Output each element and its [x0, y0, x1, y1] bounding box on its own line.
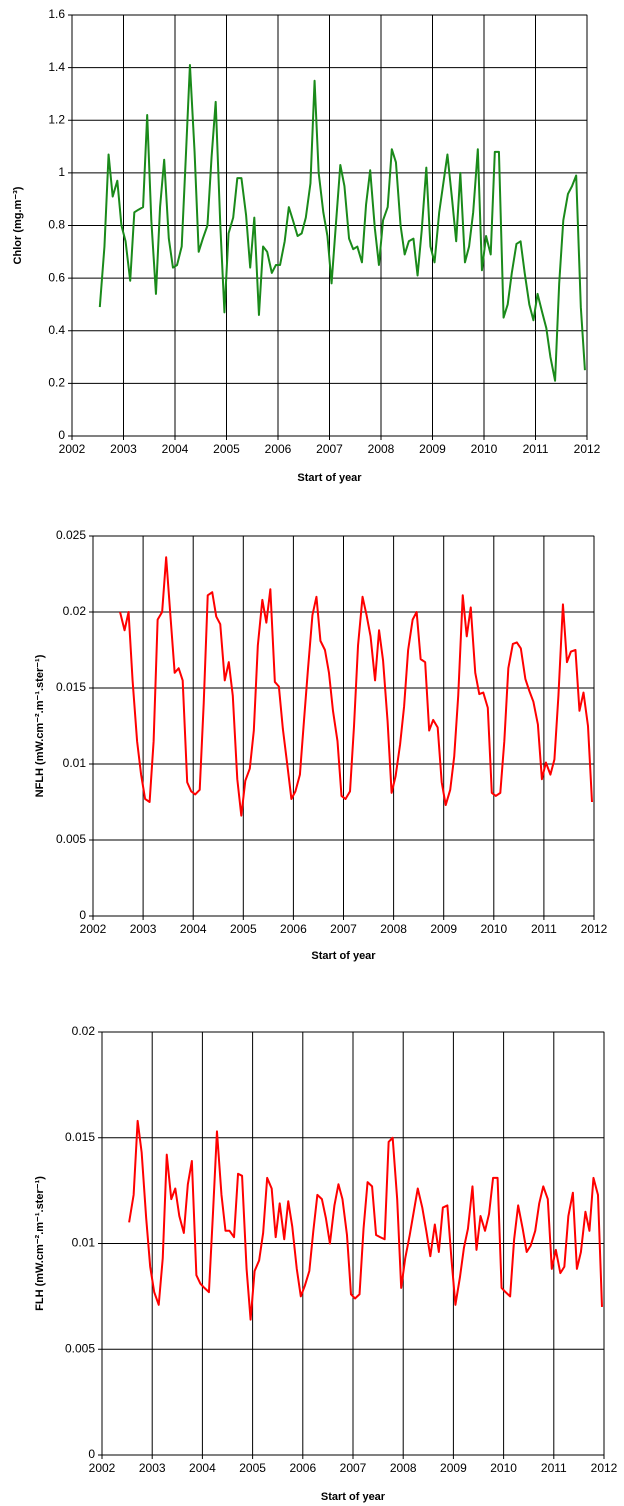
y-tick-label: 0.01 [72, 1236, 96, 1250]
x-tick-label: 2010 [480, 922, 507, 936]
x-tick-label: 2009 [419, 442, 446, 456]
x-tick-label: 2007 [316, 442, 343, 456]
y-tick-label: 0 [58, 428, 65, 442]
y-axis-label: FLH (mW.cm⁻².m⁻¹.ster⁻¹) [34, 1176, 46, 1311]
x-tick-label: 2011 [541, 1461, 567, 1475]
y-tick-label: 0.015 [65, 1130, 95, 1144]
x-tick-label: 2012 [591, 1461, 618, 1475]
x-tick-label: 2009 [430, 922, 457, 936]
x-tick-label: 2004 [162, 442, 189, 456]
y-axis-label: NFLH (mW.cm⁻².m⁻¹.ster⁻¹) [34, 654, 46, 797]
y-tick-label: 1 [58, 165, 65, 179]
y-tick-label: 0.8 [48, 218, 65, 232]
y-tick-label: 0.025 [56, 528, 86, 542]
x-tick-label: 2002 [80, 922, 107, 936]
x-tick-label: 2010 [490, 1461, 517, 1475]
x-tick-label: 2012 [574, 442, 601, 456]
y-tick-label: 0 [79, 908, 86, 922]
chart: 0 0.2 0.4 0.6 0.8 1 1.2 1.4 1.6 2002 2003 2004 2005 2… [12, 7, 601, 484]
x-tick-label: 2009 [440, 1461, 467, 1475]
data-line [128, 1119, 603, 1321]
y-tick-label: 0.2 [48, 376, 65, 390]
y-tick-label: 0.005 [56, 832, 86, 846]
x-tick-label: 2011 [531, 922, 557, 936]
x-tick-label: 2006 [280, 922, 307, 936]
y-tick-label: 0.02 [72, 1024, 96, 1038]
y-tick-label: 1.4 [48, 60, 65, 74]
y-tick-label: 0.015 [56, 680, 86, 694]
chart: 0 0.005 0.01 0.015 0.02 2002 2003 2004 2005 2006 2… [34, 1024, 618, 1503]
data-line [119, 556, 593, 817]
y-tick-label: 1.6 [48, 7, 65, 21]
x-tick-label: 2012 [581, 922, 608, 936]
x-tick-label: 2006 [265, 442, 292, 456]
x-tick-label: 2003 [130, 922, 157, 936]
y-tick-label: 0.01 [63, 756, 87, 770]
y-tick-label: 0.005 [65, 1341, 95, 1355]
data-line [98, 63, 586, 382]
y-tick-label: 0.6 [48, 270, 65, 284]
chart: 0 0.005 0.01 0.015 0.02 0.025 2002 2003 2004 2005… [34, 528, 608, 962]
x-tick-label: 2007 [330, 922, 357, 936]
x-tick-label: 2008 [368, 442, 395, 456]
y-tick-label: 0.02 [63, 604, 87, 618]
x-tick-label: 2005 [230, 922, 257, 936]
x-tick-label: 2003 [139, 1461, 166, 1475]
x-tick-label: 2005 [239, 1461, 266, 1475]
x-tick-label: 2006 [289, 1461, 316, 1475]
x-tick-label: 2003 [110, 442, 137, 456]
x-tick-label: 2010 [471, 442, 498, 456]
y-tick-label: 0.4 [48, 323, 65, 337]
x-tick-label: 2005 [213, 442, 240, 456]
y-tick-label: 0 [88, 1447, 95, 1461]
x-tick-label: 2002 [89, 1461, 116, 1475]
y-tick-label: 1.2 [48, 112, 65, 126]
y-axis-label: Chlor (mg.m⁻³) [12, 186, 24, 264]
x-axis-label: Start of year [311, 950, 376, 962]
x-tick-label: 2008 [390, 1461, 417, 1475]
x-axis-label: Start of year [297, 472, 362, 484]
x-tick-label: 2002 [59, 442, 86, 456]
x-tick-label: 2004 [189, 1461, 216, 1475]
x-tick-label: 2004 [180, 922, 207, 936]
x-tick-label: 2011 [523, 442, 549, 456]
x-tick-label: 2008 [380, 922, 407, 936]
x-tick-label: 2007 [340, 1461, 367, 1475]
x-axis-label: Start of year [321, 1491, 386, 1503]
